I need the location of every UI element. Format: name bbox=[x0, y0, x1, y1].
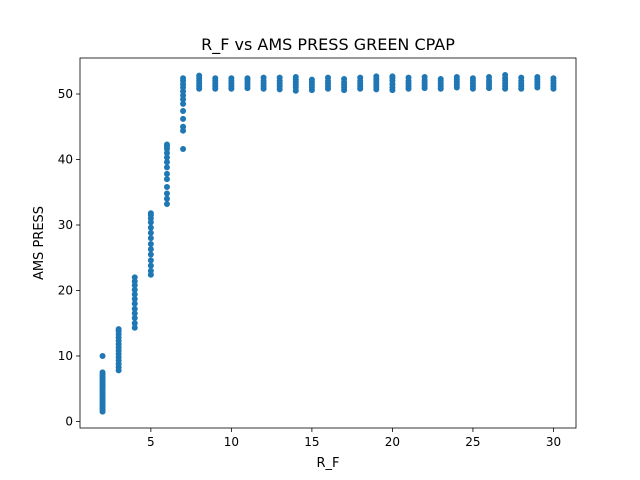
data-point bbox=[163, 164, 170, 171]
data-point bbox=[99, 369, 106, 376]
y-tick-label: 40 bbox=[58, 153, 73, 167]
data-point bbox=[147, 229, 154, 236]
data-point bbox=[131, 305, 138, 312]
data-point bbox=[389, 73, 396, 80]
y-tick-label: 20 bbox=[58, 283, 73, 297]
data-point bbox=[147, 257, 154, 264]
data-point bbox=[147, 267, 154, 274]
data-point bbox=[534, 73, 541, 80]
data-point bbox=[147, 235, 154, 242]
data-point bbox=[147, 210, 154, 217]
y-tick-label: 10 bbox=[58, 349, 73, 363]
data-point bbox=[180, 115, 187, 122]
data-point bbox=[502, 72, 509, 79]
data-point bbox=[180, 108, 187, 115]
x-tick-label: 25 bbox=[465, 435, 480, 449]
data-point bbox=[163, 190, 170, 197]
x-axis-label: R_F bbox=[316, 456, 339, 471]
data-point bbox=[453, 73, 460, 80]
data-point bbox=[292, 73, 299, 80]
data-point bbox=[131, 291, 138, 298]
data-point bbox=[421, 73, 428, 80]
data-point bbox=[163, 141, 170, 148]
data-point bbox=[131, 324, 138, 331]
x-axis-ticks: 5 10 15 20 25 30 bbox=[147, 428, 561, 449]
y-tick-label: 0 bbox=[65, 414, 73, 428]
data-point bbox=[131, 310, 138, 317]
data-point bbox=[308, 76, 315, 83]
data-point bbox=[115, 326, 122, 333]
data-point bbox=[196, 72, 203, 79]
data-point bbox=[147, 262, 154, 269]
data-point bbox=[341, 75, 348, 82]
data-point bbox=[163, 201, 170, 208]
data-point bbox=[131, 274, 138, 281]
data-point bbox=[131, 314, 138, 321]
data-point bbox=[276, 74, 283, 81]
data-point bbox=[180, 146, 187, 153]
x-tick-label: 30 bbox=[546, 435, 561, 449]
plot-area-frame bbox=[79, 57, 577, 429]
data-point bbox=[437, 75, 444, 82]
data-point bbox=[163, 159, 170, 166]
data-point bbox=[163, 176, 170, 183]
x-tick-label: 10 bbox=[224, 435, 239, 449]
data-points bbox=[99, 72, 557, 415]
data-point bbox=[405, 74, 412, 81]
data-point bbox=[180, 123, 187, 130]
data-point bbox=[163, 154, 170, 161]
data-point bbox=[163, 170, 170, 177]
x-tick-label: 5 bbox=[147, 435, 155, 449]
data-point bbox=[131, 286, 138, 293]
data-point bbox=[244, 75, 251, 82]
data-point bbox=[228, 75, 235, 82]
y-axis-ticks: 0 10 20 30 40 50 bbox=[58, 87, 80, 428]
data-point bbox=[373, 73, 380, 80]
data-point bbox=[180, 100, 187, 107]
data-point bbox=[260, 74, 267, 81]
data-point bbox=[486, 73, 493, 80]
data-point bbox=[147, 251, 154, 258]
data-point bbox=[147, 224, 154, 231]
data-point bbox=[147, 246, 154, 253]
y-tick-label: 50 bbox=[58, 87, 73, 101]
y-tick-label: 30 bbox=[58, 218, 73, 232]
data-point bbox=[99, 352, 106, 359]
data-point bbox=[131, 295, 138, 302]
data-point bbox=[518, 74, 525, 81]
data-point bbox=[325, 74, 331, 81]
data-point bbox=[131, 320, 138, 327]
data-point bbox=[163, 195, 170, 202]
data-point bbox=[469, 75, 476, 82]
chart-title: R_F vs AMS PRESS GREEN CPAP bbox=[201, 35, 455, 55]
data-point bbox=[180, 75, 187, 82]
data-point bbox=[131, 300, 138, 307]
data-point bbox=[147, 240, 154, 247]
data-point bbox=[357, 74, 364, 81]
x-tick-label: 20 bbox=[385, 435, 400, 449]
data-point bbox=[550, 75, 557, 82]
x-tick-label: 15 bbox=[304, 435, 319, 449]
data-point bbox=[212, 75, 219, 82]
y-axis-label: AMS PRESS bbox=[32, 206, 47, 280]
data-point bbox=[163, 184, 170, 191]
